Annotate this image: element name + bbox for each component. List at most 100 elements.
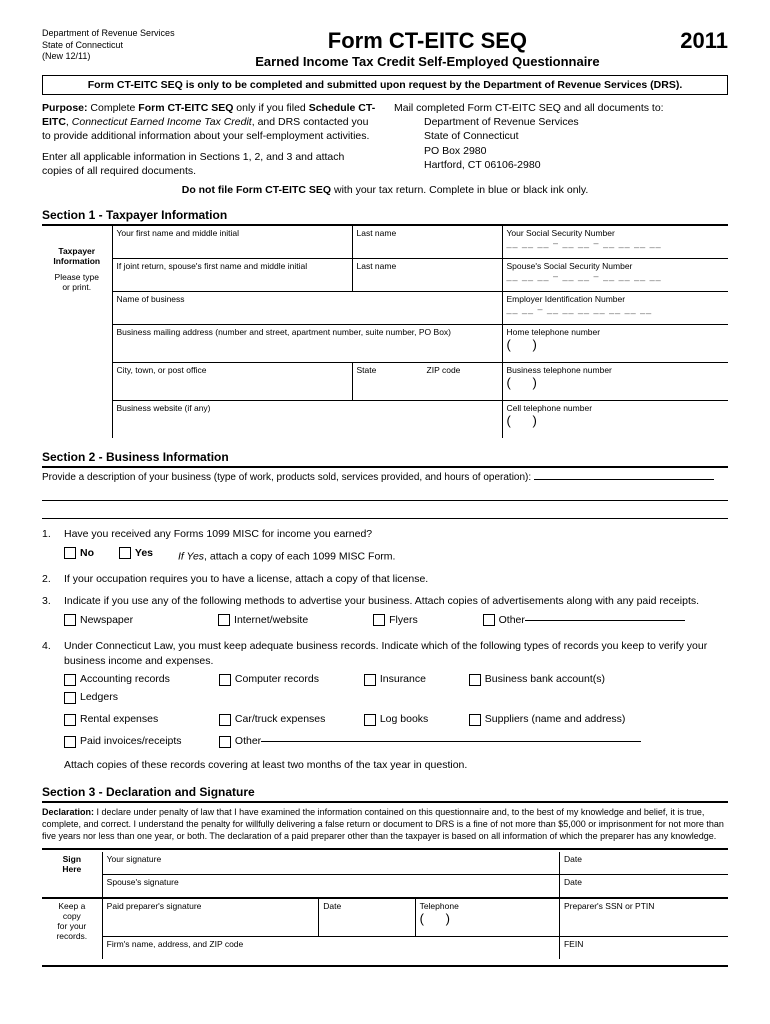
home-phone-field[interactable]: Home telephone number( ) — [502, 324, 728, 362]
checkbox-icon — [64, 736, 76, 748]
checkbox-icon — [469, 674, 481, 686]
q1-num: 1. — [42, 527, 64, 564]
spouse-sig-field[interactable]: Spouse's signature — [102, 875, 559, 899]
purpose-label: Purpose: — [42, 102, 88, 114]
cell-phone-label: Cell telephone number — [507, 403, 593, 413]
city-field[interactable]: City, town, or post office — [112, 362, 352, 400]
q4-insurance-checkbox[interactable]: Insurance — [364, 672, 444, 687]
form-header: Department of Revenue Services State of … — [42, 28, 728, 69]
q4-bank-checkbox[interactable]: Business bank account(s) — [469, 672, 629, 687]
ein-field[interactable]: Employer Identification Number__ __ – __… — [502, 291, 728, 324]
fein-label: FEIN — [564, 939, 583, 949]
q4-ledgers-checkbox[interactable]: Ledgers — [64, 690, 118, 705]
tel-label: Telephone — [420, 901, 459, 911]
form-title: Form CT-EITC SEQ — [175, 28, 681, 54]
q4-invoices-checkbox[interactable]: Paid invoices/receipts — [64, 734, 194, 749]
mail-addr-field[interactable]: Business mailing address (number and str… — [112, 324, 502, 362]
q4-r1-3: Business bank account(s) — [485, 672, 605, 687]
keep-d: records. — [46, 931, 98, 941]
q3-flyers-checkbox[interactable]: Flyers — [373, 613, 418, 628]
preparer-sig-field[interactable]: Paid preparer's signature — [102, 898, 319, 937]
checkbox-icon — [64, 674, 76, 686]
checkbox-icon — [219, 714, 231, 726]
sig-date-field[interactable]: Date — [559, 852, 728, 875]
declaration-text: Declaration: I declare under penalty of … — [42, 807, 728, 842]
q1-yes-checkbox[interactable]: Yes — [119, 546, 153, 561]
first-name-field[interactable]: Your first name and middle initial — [112, 226, 352, 259]
biz-phone-field[interactable]: Business telephone number( ) — [502, 362, 728, 400]
website-label: Business website (if any) — [117, 403, 211, 413]
preparer-ssn-field[interactable]: Preparer's SSN or PTIN — [559, 898, 728, 937]
signature-table: Sign Here Your signature Date Spouse's s… — [42, 852, 728, 959]
q4-accounting-checkbox[interactable]: Accounting records — [64, 672, 194, 687]
spouse-last-label: Last name — [357, 261, 397, 271]
checkbox-icon — [373, 614, 385, 626]
home-phone-label: Home telephone number — [507, 327, 601, 337]
desc-line-inline[interactable] — [534, 479, 714, 480]
cell-phone-field[interactable]: Cell telephone number( ) — [502, 400, 728, 438]
purpose-para2: Enter all applicable information in Sect… — [42, 150, 376, 178]
checkbox-icon — [119, 547, 131, 559]
q1-yes-label: Yes — [135, 546, 153, 561]
desc-line-1[interactable] — [42, 487, 728, 501]
last-name-field[interactable]: Last name — [352, 226, 502, 259]
q4-other-checkbox[interactable]: Other — [219, 734, 641, 749]
q3-text: Indicate if you use any of the following… — [64, 594, 728, 609]
firm-field[interactable]: Firm's name, address, and ZIP code — [102, 937, 559, 960]
q3-other-checkbox[interactable]: Other — [483, 613, 685, 628]
q4-r1-2: Insurance — [380, 672, 426, 687]
q4-r1-1: Computer records — [235, 672, 319, 687]
form-subtitle: Earned Income Tax Credit Self-Employed Q… — [175, 54, 681, 69]
revision: (New 12/11) — [42, 51, 175, 63]
q4-other-line[interactable] — [261, 741, 641, 742]
checkbox-icon — [469, 714, 481, 726]
notice-box: Form CT-EITC SEQ is only to be completed… — [42, 75, 728, 95]
q1-yes-note: If Yes, attach a copy of each 1099 MISC … — [178, 550, 396, 562]
spouse-date-label: Date — [564, 877, 582, 887]
state-zip-field[interactable]: State ZIP code — [352, 362, 502, 400]
spouse-last-field[interactable]: Last name — [352, 258, 502, 291]
q4-r2-1: Car/truck expenses — [235, 712, 325, 727]
side-l3: Please type — [55, 272, 99, 282]
ssn-field[interactable]: Your Social Security Number__ __ __ – __… — [502, 226, 728, 259]
sign-label-a: Sign — [46, 854, 98, 864]
purpose-b1: Form CT-EITC SEQ — [138, 102, 233, 114]
q3-opt0: Newspaper — [80, 613, 133, 628]
mailto-addr2: State of Connecticut — [424, 129, 728, 143]
first-name-label: Your first name and middle initial — [117, 228, 240, 238]
q4-note: Attach copies of these records covering … — [64, 758, 728, 773]
preparer-date-field[interactable]: Date — [319, 898, 415, 937]
ssn-label: Your Social Security Number — [507, 228, 615, 238]
desc-line-2[interactable] — [42, 505, 728, 519]
q1-no-checkbox[interactable]: No — [64, 546, 94, 561]
mailto-addr3: PO Box 2980 — [424, 144, 728, 158]
checkbox-icon — [64, 614, 76, 626]
q4-rental-checkbox[interactable]: Rental expenses — [64, 712, 194, 727]
preparer-tel-field[interactable]: Telephone( ) — [415, 898, 559, 937]
keep-b: copy — [46, 911, 98, 921]
q3-newspaper-checkbox[interactable]: Newspaper — [64, 613, 133, 628]
keep-a: Keep a — [46, 901, 98, 911]
spouse-date-field[interactable]: Date — [559, 875, 728, 899]
side-l4: or print. — [62, 282, 91, 292]
fein-field[interactable]: FEIN — [559, 937, 728, 960]
section3-header: Section 3 - Declaration and Signature — [42, 781, 728, 803]
mailto-addr1: Department of Revenue Services — [424, 115, 728, 129]
spouse-first-field[interactable]: If joint return, spouse's first name and… — [112, 258, 352, 291]
website-field[interactable]: Business website (if any) — [112, 400, 502, 438]
q2-num: 2. — [42, 572, 64, 587]
mail-addr-label: Business mailing address (number and str… — [117, 327, 452, 337]
signature-field[interactable]: Your signature — [102, 852, 559, 875]
section1-header: Section 1 - Taxpayer Information — [42, 204, 728, 226]
title-block: Form CT-EITC SEQ Earned Income Tax Credi… — [175, 28, 681, 69]
q4-car-checkbox[interactable]: Car/truck expenses — [219, 712, 339, 727]
business-name-field[interactable]: Name of business — [112, 291, 502, 324]
q3-other-line[interactable] — [525, 620, 685, 621]
q4-computer-checkbox[interactable]: Computer records — [219, 672, 339, 687]
checkbox-icon — [483, 614, 495, 626]
q4-log-checkbox[interactable]: Log books — [364, 712, 444, 727]
q4-suppliers-checkbox[interactable]: Suppliers (name and address) — [469, 712, 626, 727]
q4-r1-4: Ledgers — [80, 690, 118, 705]
spouse-ssn-field[interactable]: Spouse's Social Security Number__ __ __ … — [502, 258, 728, 291]
q3-internet-checkbox[interactable]: Internet/website — [218, 613, 308, 628]
